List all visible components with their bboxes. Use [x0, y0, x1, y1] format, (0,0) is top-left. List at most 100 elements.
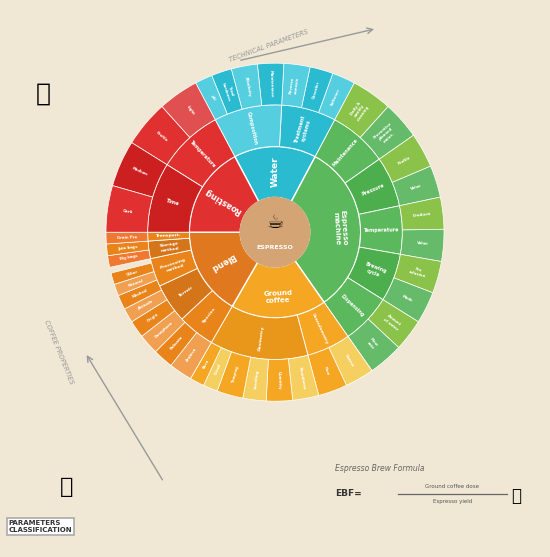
- Text: Juta bags: Juta bags: [118, 245, 138, 251]
- Text: Processing
method: Processing method: [160, 258, 188, 275]
- Text: Espresso Brew Formula: Espresso Brew Formula: [335, 464, 425, 473]
- Text: Dosimetry: Dosimetry: [257, 325, 265, 350]
- Text: Brewing
cycle: Brewing cycle: [362, 261, 387, 280]
- Wedge shape: [359, 206, 403, 255]
- Text: Transport.: Transport.: [156, 233, 182, 238]
- Text: Preventive
planned
maint.: Preventive planned maint.: [373, 121, 399, 146]
- Wedge shape: [318, 74, 354, 120]
- Wedge shape: [211, 306, 308, 359]
- Text: Dark: Dark: [123, 209, 134, 214]
- Text: Grind: Grind: [214, 363, 222, 375]
- Text: Arabica: Arabica: [186, 347, 199, 363]
- Wedge shape: [282, 63, 310, 108]
- Wedge shape: [231, 64, 262, 109]
- Wedge shape: [308, 348, 346, 395]
- Text: Profile: Profile: [398, 155, 412, 165]
- Text: Other: Other: [190, 351, 200, 363]
- Wedge shape: [232, 261, 324, 318]
- Wedge shape: [148, 238, 191, 258]
- Text: Gradient: Gradient: [412, 212, 432, 218]
- Text: Light: Light: [185, 105, 195, 116]
- Text: Fine: Fine: [322, 367, 329, 377]
- Wedge shape: [327, 336, 372, 387]
- Wedge shape: [257, 63, 284, 106]
- Wedge shape: [399, 197, 444, 230]
- Wedge shape: [106, 232, 148, 244]
- Wedge shape: [348, 319, 399, 370]
- Text: Canephora: Canephora: [154, 321, 174, 339]
- Text: PARAMETERS
CLASSIFICATION: PARAMETERS CLASSIFICATION: [9, 520, 73, 533]
- Text: Species: Species: [201, 307, 216, 324]
- Wedge shape: [324, 277, 383, 336]
- Text: Ground coffee dose: Ground coffee dose: [425, 484, 480, 489]
- Wedge shape: [178, 336, 211, 379]
- Wedge shape: [190, 343, 221, 385]
- Wedge shape: [360, 106, 414, 159]
- Text: Pressure: Pressure: [360, 183, 385, 197]
- Wedge shape: [335, 83, 388, 138]
- Text: Espresso
machine: Espresso machine: [332, 210, 347, 246]
- Text: Big bags: Big bags: [120, 255, 139, 261]
- Text: Quantity: Quantity: [277, 371, 281, 390]
- Text: Washed: Washed: [132, 289, 148, 299]
- Wedge shape: [345, 159, 399, 214]
- Text: TECHNICAL PARAMETERS: TECHNICAL PARAMETERS: [229, 29, 310, 63]
- Wedge shape: [111, 263, 154, 285]
- Text: Levelling: Levelling: [254, 369, 260, 389]
- Text: Temperature: Temperature: [189, 140, 216, 169]
- Text: Value: Value: [410, 184, 422, 191]
- Wedge shape: [297, 302, 348, 355]
- Text: Reverse
osmosis: Reverse osmosis: [289, 76, 300, 94]
- Wedge shape: [160, 268, 212, 319]
- Text: Flow
rate: Flow rate: [366, 338, 379, 350]
- Text: Espresso yield: Espresso yield: [433, 500, 472, 504]
- Text: Water: Water: [271, 157, 279, 187]
- Text: Tamping: Tamping: [231, 366, 240, 384]
- Wedge shape: [147, 232, 190, 241]
- Wedge shape: [182, 291, 232, 343]
- Wedge shape: [114, 272, 157, 296]
- Text: Mode: Mode: [402, 294, 414, 302]
- Text: Origin: Origin: [147, 312, 160, 323]
- Text: pH: pH: [210, 94, 216, 101]
- Wedge shape: [243, 357, 268, 401]
- Wedge shape: [400, 229, 444, 262]
- Wedge shape: [266, 359, 293, 401]
- Text: Granulometry: Granulometry: [311, 312, 329, 345]
- Text: Softener: Softener: [329, 87, 341, 106]
- Text: Terroir: Terroir: [179, 285, 195, 298]
- Text: Medium: Medium: [131, 167, 148, 177]
- Text: ☕: ☕: [266, 213, 284, 232]
- Wedge shape: [235, 146, 315, 202]
- Wedge shape: [106, 241, 149, 256]
- Wedge shape: [392, 166, 441, 206]
- Wedge shape: [156, 323, 196, 365]
- Text: Time: Time: [166, 199, 180, 207]
- Text: Treatment
systems: Treatment systems: [294, 114, 312, 145]
- Text: Temperature: Temperature: [364, 227, 399, 233]
- Text: Roundness: Roundness: [298, 366, 306, 390]
- Text: Uniformity: Uniformity: [176, 339, 194, 360]
- Wedge shape: [189, 157, 258, 232]
- Text: Grain Pro: Grain Pro: [117, 235, 137, 240]
- Text: Maintenance: Maintenance: [269, 70, 273, 98]
- Text: Burn: Burn: [202, 358, 211, 369]
- Wedge shape: [142, 311, 185, 351]
- Wedge shape: [315, 120, 380, 183]
- Wedge shape: [383, 278, 433, 322]
- Text: 🧑: 🧑: [36, 81, 51, 105]
- Text: Composition: Composition: [246, 111, 258, 145]
- Wedge shape: [124, 290, 167, 322]
- Text: Daily &
weekly
cleaning: Daily & weekly cleaning: [349, 100, 371, 122]
- Circle shape: [240, 198, 310, 267]
- Wedge shape: [118, 280, 162, 309]
- Text: Natural: Natural: [128, 278, 144, 287]
- Wedge shape: [368, 300, 419, 348]
- Wedge shape: [196, 76, 227, 120]
- Text: COFFEE PROPERTIES: COFFEE PROPERTIES: [43, 319, 75, 385]
- Text: Quantity: Quantity: [167, 333, 183, 350]
- Text: Amount
of water: Amount of water: [383, 314, 402, 331]
- Wedge shape: [379, 135, 431, 183]
- Wedge shape: [204, 348, 232, 391]
- Wedge shape: [189, 232, 257, 306]
